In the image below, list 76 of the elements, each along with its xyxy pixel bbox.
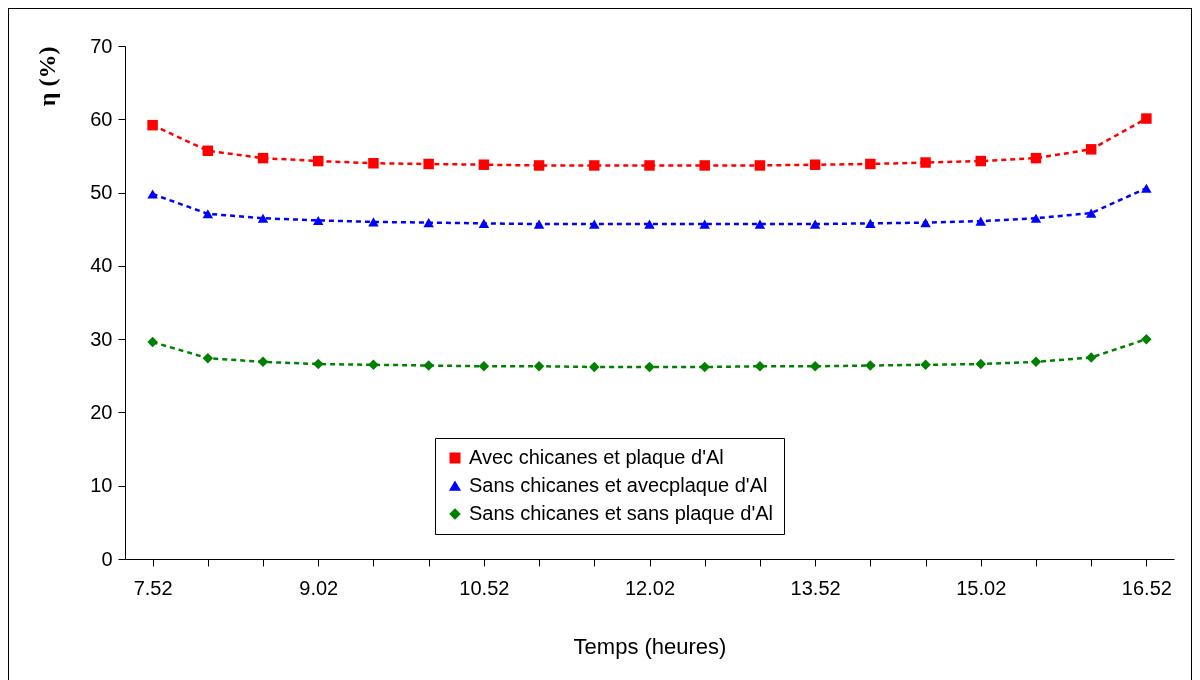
point: [1085, 144, 1097, 155]
point: [754, 160, 766, 171]
x-tick-label: 7.52: [133, 576, 173, 599]
point: [975, 155, 987, 167]
point: [865, 158, 876, 170]
y-axis-title: η (%): [34, 46, 61, 107]
point: [478, 218, 490, 228]
point: [1030, 152, 1042, 164]
point: [699, 219, 710, 229]
point: [147, 336, 158, 348]
point: [920, 157, 931, 168]
point: [1085, 208, 1097, 218]
y-tick-label: 20: [90, 400, 113, 423]
point: [257, 356, 269, 368]
x-tick-label: 15.02: [956, 576, 1007, 599]
legend-label: Sans chicanes et avecplaque d'Al: [469, 474, 768, 496]
y-tick-label: 60: [90, 107, 113, 130]
point: [533, 160, 545, 171]
point: [1030, 213, 1042, 223]
x-tick-label: 10.52: [459, 576, 510, 599]
y-tick-label: 0: [101, 547, 113, 570]
point: [809, 219, 821, 229]
point: [920, 218, 931, 228]
point: [312, 215, 324, 225]
point: [865, 360, 876, 371]
point: [644, 361, 655, 373]
y-tick-label: 70: [90, 34, 113, 57]
point: [312, 155, 324, 167]
point: [1141, 333, 1152, 345]
point: [478, 361, 490, 372]
y-tick-label: 30: [90, 327, 113, 350]
point: [644, 219, 655, 229]
point: [147, 119, 158, 131]
legend-label: Sans chicanes et sans plaque d'Al: [469, 502, 774, 524]
point: [754, 219, 766, 229]
x-tick-label: 16.52: [1121, 576, 1172, 599]
point: [699, 160, 710, 171]
x-tick-label: 13.52: [790, 576, 841, 599]
point: [644, 160, 655, 171]
point: [478, 159, 490, 170]
y-tick-label: 50: [90, 181, 113, 204]
point: [699, 361, 710, 373]
x-tick-label: 9.02: [299, 576, 339, 599]
point: [423, 218, 434, 228]
point: [1141, 183, 1152, 193]
point: [533, 361, 545, 372]
point: [202, 352, 214, 364]
point: [589, 160, 600, 171]
point: [202, 209, 214, 219]
point: [809, 159, 821, 170]
y-tick-label: 10: [90, 474, 113, 497]
x-tick-label: 12.02: [624, 576, 676, 599]
point: [368, 158, 379, 169]
point: [589, 219, 600, 229]
point: [257, 213, 269, 223]
point: [975, 358, 987, 370]
point: [865, 218, 876, 228]
point: [1141, 113, 1152, 124]
point: [809, 361, 821, 372]
y-tick-label: 40: [90, 254, 113, 277]
point: [1030, 356, 1042, 368]
point: [368, 217, 379, 227]
point: [920, 359, 931, 371]
x-axis-title: Temps (heures): [573, 633, 727, 659]
point: [1085, 352, 1097, 363]
point: [533, 219, 545, 229]
point: [257, 152, 269, 164]
legend-label: Avec chicanes et plaque d'Al: [469, 446, 724, 468]
point: [423, 360, 434, 371]
point: [589, 361, 600, 373]
point: [754, 361, 766, 372]
point: [423, 158, 434, 170]
point: [368, 359, 379, 371]
point: [147, 189, 158, 199]
point: [202, 145, 214, 157]
point: [975, 216, 987, 226]
